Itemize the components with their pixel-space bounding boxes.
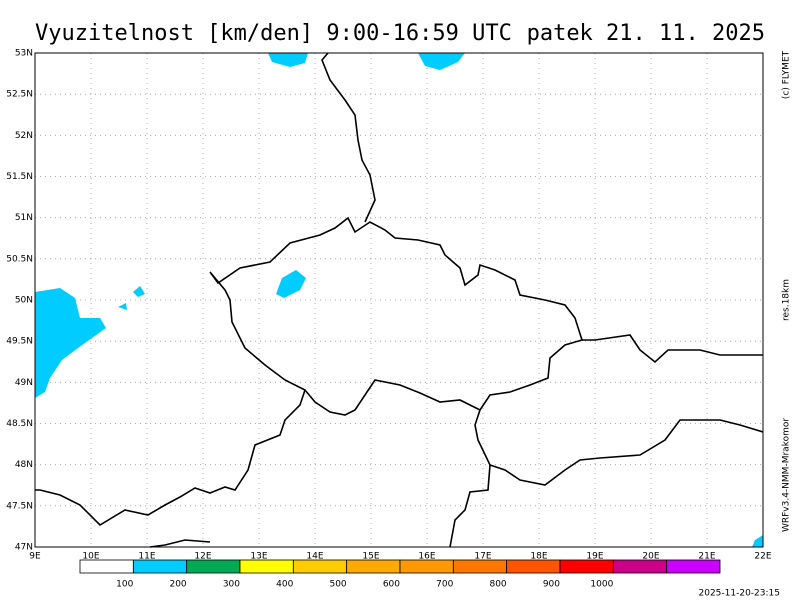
lat-label: 48.5N	[6, 419, 33, 429]
colorbar-label: 700	[436, 580, 453, 590]
lat-label: 50N	[15, 296, 33, 306]
colorbar-segment	[292, 559, 348, 574]
colorbar-segment	[559, 559, 614, 574]
map	[34, 52, 764, 548]
lat-label: 47N	[15, 543, 33, 553]
lon-label: 19E	[586, 552, 603, 562]
lon-label: 15E	[362, 552, 379, 562]
lat-label: 49.5N	[6, 337, 33, 347]
lat-label: 53N	[15, 49, 33, 59]
resolution: res.18km	[782, 279, 792, 321]
colorbar-label: 1000	[590, 580, 613, 590]
lon-label: 9E	[29, 552, 41, 562]
lat-label: 51N	[15, 213, 33, 223]
lon-label: 18E	[530, 552, 547, 562]
lon-label: 11E	[138, 552, 155, 562]
lat-label: 52N	[15, 131, 33, 141]
lat-label: 50.5N	[6, 254, 33, 264]
cloud-area	[276, 270, 306, 298]
map-border	[34, 52, 764, 548]
cloud-area	[35, 288, 106, 398]
colorbar-label: 400	[276, 580, 293, 590]
title: Vyuzitelnost [km/den] 9:00-16:59 UTC	[35, 21, 512, 46]
colorbar-segment	[452, 559, 508, 574]
colorbar-segment	[506, 559, 561, 574]
colorbar-segment	[612, 559, 668, 574]
lon-label: 20E	[642, 552, 659, 562]
lon-label: 13E	[250, 552, 267, 562]
border	[321, 52, 376, 223]
lat-label: 48N	[15, 460, 33, 470]
copyright: (c) FLYMET	[782, 50, 792, 99]
colorbar-label: 100	[116, 580, 133, 590]
cloud-area	[268, 53, 308, 67]
colorbar-segment	[666, 559, 721, 574]
lon-label: 17E	[474, 552, 491, 562]
lon-label: 10E	[82, 552, 99, 562]
border	[209, 216, 584, 416]
date: patek 21. 11. 2025	[527, 21, 765, 46]
colorbar-segment	[239, 559, 294, 574]
colorbar-segment	[346, 559, 401, 574]
lon-label: 21E	[698, 552, 715, 562]
lon-label: 16E	[418, 552, 435, 562]
border	[449, 464, 491, 548]
colorbar-segment	[399, 559, 454, 574]
model: WRFv3.4-NMM-Mrakomor	[782, 418, 792, 532]
lon-label: 14E	[306, 552, 323, 562]
colorbar: 100 200 300 400 500 600 700 800 900 1000	[79, 559, 721, 590]
colorbar-segment	[132, 559, 188, 574]
colorbar-label: 300	[223, 580, 240, 590]
lat-label: 49N	[15, 378, 33, 388]
colorbar-label: 900	[543, 580, 560, 590]
colorbar-segment	[79, 559, 134, 574]
colorbar-label: 600	[383, 580, 400, 590]
map-frame	[35, 53, 763, 547]
border	[474, 409, 764, 486]
border	[582, 334, 763, 364]
lat-label: 52.5N	[6, 90, 33, 100]
colorbar-label: 500	[329, 580, 346, 590]
lat-label: 47.5N	[6, 501, 33, 511]
cloud-area	[418, 53, 465, 70]
lon-label: 12E	[194, 552, 211, 562]
lon-label: 22E	[754, 552, 771, 562]
colorbar-segment	[186, 559, 241, 574]
timestamp: 2025-11-20-23:15	[699, 589, 781, 599]
colorbar-label: 200	[169, 580, 186, 590]
border	[35, 389, 306, 527]
lat-label: 51.5N	[6, 172, 33, 182]
colorbar-label: 800	[489, 580, 506, 590]
border	[149, 539, 211, 548]
